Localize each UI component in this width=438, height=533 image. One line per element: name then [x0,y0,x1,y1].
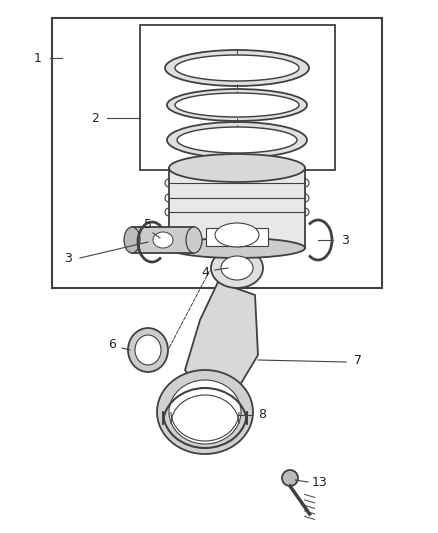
Ellipse shape [186,227,202,253]
Polygon shape [185,282,258,395]
Bar [132,227,194,253]
Ellipse shape [169,238,305,258]
Text: 6: 6 [108,338,116,351]
Ellipse shape [169,154,305,182]
Text: 2: 2 [91,111,99,125]
Text: 7: 7 [354,353,362,367]
Ellipse shape [128,328,168,372]
Ellipse shape [221,256,253,280]
Bar [52,18,382,288]
Ellipse shape [167,122,307,158]
Text: 3: 3 [341,233,349,246]
Ellipse shape [169,380,241,444]
Text: 13: 13 [312,475,328,489]
Ellipse shape [175,55,299,81]
Ellipse shape [165,50,309,86]
Ellipse shape [167,89,307,121]
Ellipse shape [211,248,263,288]
Ellipse shape [135,335,161,365]
Ellipse shape [124,227,140,253]
Ellipse shape [157,370,253,454]
Text: 1: 1 [34,52,42,64]
Bar [169,168,305,248]
Text: 4: 4 [201,265,209,279]
Bar [230,228,268,246]
Ellipse shape [175,93,299,117]
Bar [206,228,244,246]
Text: 5: 5 [144,219,152,231]
Bar [140,25,335,170]
Text: 8: 8 [258,408,266,422]
Ellipse shape [177,127,297,153]
Ellipse shape [215,223,259,247]
Ellipse shape [153,232,173,248]
Ellipse shape [282,470,298,486]
Text: 3: 3 [64,252,72,264]
